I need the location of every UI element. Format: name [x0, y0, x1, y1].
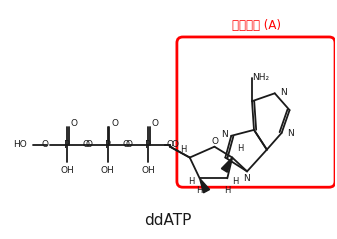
Text: HO: HO: [13, 140, 27, 149]
Text: OH: OH: [60, 166, 74, 175]
Text: N: N: [287, 129, 294, 138]
Text: O: O: [111, 120, 118, 128]
Text: OH: OH: [101, 166, 115, 175]
Text: アデニン (A): アデニン (A): [233, 19, 281, 32]
Text: O: O: [86, 140, 92, 149]
Text: O: O: [71, 120, 78, 128]
Text: O: O: [166, 140, 174, 149]
Text: P: P: [64, 140, 70, 150]
Text: H: H: [224, 186, 231, 195]
Text: O: O: [172, 140, 178, 149]
Text: OH: OH: [141, 166, 155, 175]
Text: O: O: [152, 120, 159, 128]
Text: N: N: [243, 174, 249, 183]
Text: N: N: [280, 88, 287, 97]
Text: H: H: [188, 177, 195, 186]
Text: H: H: [180, 145, 186, 154]
Text: P: P: [145, 140, 151, 150]
Text: O: O: [126, 140, 133, 149]
Text: P: P: [105, 140, 111, 150]
Text: O: O: [123, 140, 130, 149]
Polygon shape: [200, 178, 210, 193]
Text: N: N: [221, 130, 228, 139]
FancyBboxPatch shape: [177, 37, 335, 187]
Text: H: H: [232, 177, 238, 186]
Polygon shape: [221, 158, 232, 172]
Text: H: H: [196, 186, 203, 195]
Text: O: O: [83, 140, 89, 149]
Text: NH₂: NH₂: [252, 73, 270, 82]
Text: H: H: [237, 144, 243, 153]
Text: O: O: [212, 137, 219, 146]
Text: O: O: [42, 140, 49, 149]
Text: ddATP: ddATP: [144, 213, 192, 228]
